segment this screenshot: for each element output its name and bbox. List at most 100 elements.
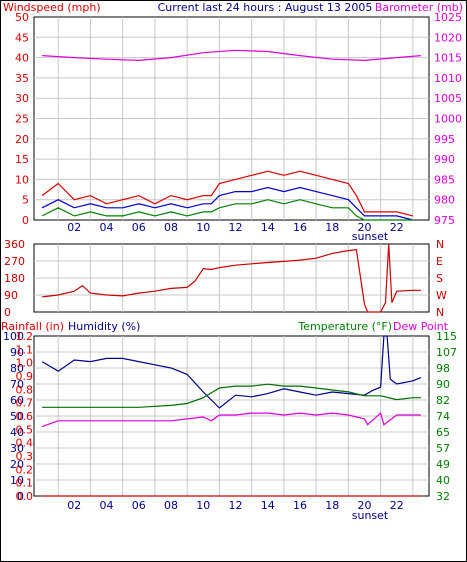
axis-tick-label: 1010 [434, 72, 462, 85]
axis-tick-label: 0.4 [16, 437, 34, 450]
x-tick-label: 16 [293, 499, 307, 512]
axis-tick-label: 15 [15, 153, 29, 166]
axis-tick-label: 10 [15, 173, 29, 186]
axis-tick-label: 65 [436, 426, 450, 439]
axis-tick-label: W [436, 289, 447, 302]
axis-tick-label: 45 [15, 31, 29, 44]
barometer-tick-labels: 975 980 985 990 995 1000 1005 1010 1015 1020 1025 [434, 11, 462, 227]
x-tick-label: 20 [358, 221, 372, 234]
axis-tick-label: 80 [10, 362, 24, 375]
axis-tick-label: 1020 [434, 31, 462, 44]
chart-title: Current last 24 hours : August 13 2005 [158, 1, 373, 14]
axis-tick-label: 32 [436, 490, 450, 503]
x-tick-label: 08 [164, 499, 178, 512]
axis-tick-label: 35 [15, 72, 29, 85]
axis-tick-label: 50 [10, 410, 24, 423]
axis-tick-label: 985 [434, 173, 455, 186]
direction-series [42, 243, 421, 313]
axis-tick-label: 1015 [434, 52, 462, 65]
x-tick-label: 12 [229, 499, 243, 512]
x-tick-label: 18 [325, 499, 339, 512]
weather-sunset-label: sunset [352, 509, 389, 522]
wind-gust-series [41, 170, 414, 217]
axis-tick-label: 0.6 [16, 410, 34, 423]
x-tick-label: 04 [100, 499, 114, 512]
axis-tick-label: S [436, 272, 443, 285]
axis-tick-label: 40 [436, 474, 450, 487]
direction-degree-labels: 0 90 180 270 360 [4, 238, 25, 319]
axis-tick-label: 98 [436, 362, 450, 375]
axis-tick-label: 0.7 [16, 397, 34, 410]
temperature-series [42, 383, 421, 408]
axis-tick-label: 1.0 [16, 357, 34, 370]
rainfall-tick-labels: 0.00.10.20.30.40.50.60.70.80.91.01.11.2 [16, 330, 34, 503]
x-tick-label: 18 [325, 221, 339, 234]
x-tick-label: 16 [293, 221, 307, 234]
axis-tick-label: 5 [22, 194, 29, 207]
axis-tick-label: 990 [434, 153, 455, 166]
rainfall-axis-title: Rainfall (in) [1, 320, 64, 333]
axis-tick-label: 0.1 [16, 477, 34, 490]
wind-average-series [41, 186, 414, 221]
axis-tick-label: E [436, 255, 443, 268]
axis-tick-label: 180 [4, 272, 25, 285]
axis-tick-label: 0.8 [16, 383, 34, 396]
axis-tick-label: N [436, 306, 444, 319]
axis-tick-label: 49 [436, 458, 450, 471]
axis-tick-label: 90 [4, 289, 18, 302]
x-tick-label: 10 [196, 221, 210, 234]
axis-tick-label: 1.2 [16, 330, 34, 343]
x-tick-label: 14 [261, 499, 275, 512]
axis-tick-label: 60 [10, 394, 24, 407]
wind-grid [34, 17, 429, 220]
x-tick-label: 02 [67, 221, 81, 234]
axis-tick-label: 0.3 [16, 450, 34, 463]
axis-tick-label: N [436, 238, 444, 251]
x-tick-label: 20 [358, 499, 372, 512]
axis-tick-label: 50 [15, 11, 29, 24]
barometer-axis-title: Barometer (mb) [375, 1, 463, 14]
axis-tick-label: 82 [436, 394, 450, 407]
weather-grid [34, 336, 429, 496]
dewpoint-series [41, 412, 421, 428]
windspeed-axis-title: Windspeed (mph) [3, 1, 101, 14]
wind-direction-series [42, 243, 421, 313]
axis-tick-label: 0.5 [16, 423, 34, 436]
axis-tick-label: 20 [15, 133, 29, 146]
axis-tick-label: 90 [10, 346, 24, 359]
axis-tick-label: 115 [436, 330, 457, 343]
axis-tick-label: 30 [10, 442, 24, 455]
x-tick-label: 10 [196, 499, 210, 512]
humidity-tick-labels: 0 10 20 30 40 50 60 70 80 90 100 [3, 330, 24, 503]
x-tick-label: 22 [390, 221, 404, 234]
axis-tick-label: 40 [10, 426, 24, 439]
axis-tick-label: 0.0 [16, 490, 34, 503]
axis-tick-label: 40 [15, 52, 29, 65]
dewpoint-axis-title: Dew Point [393, 320, 449, 333]
axis-tick-label: 90 [436, 378, 450, 391]
axis-tick-label: 360 [4, 238, 25, 251]
axis-tick-label: 270 [4, 255, 25, 268]
axis-tick-label: 0.9 [16, 370, 34, 383]
x-tick-label: 06 [132, 499, 146, 512]
axis-tick-label: 20 [10, 458, 24, 471]
x-tick-label: 12 [229, 221, 243, 234]
temperature-axis-title: Temperature (°F) [297, 320, 392, 333]
axis-tick-label: 0.2 [16, 463, 34, 476]
wind-barometer-panel: Windspeed (mph) Current last 24 hours : … [3, 1, 463, 243]
axis-tick-label: 100 [3, 330, 24, 343]
barometer-series [42, 49, 421, 62]
x-tick-label: 04 [100, 221, 114, 234]
temperature-tick-labels: 32 40 49 57 65 74 82 90 98 107 115 [436, 330, 457, 503]
axis-tick-label: 70 [10, 378, 24, 391]
windspeed-tick-labels: 0 5 10 15 20 25 30 35 40 45 50 [15, 11, 29, 227]
axis-tick-label: 995 [434, 133, 455, 146]
axis-tick-label: 975 [434, 214, 455, 227]
wind-x-tick-labels: 02 04 06 08 10 12 14 16 18 20 22 [67, 221, 403, 234]
wind-low-series [41, 199, 413, 221]
axis-tick-label: 980 [434, 194, 455, 207]
x-tick-label: 08 [164, 221, 178, 234]
axis-tick-label: 0 [17, 490, 24, 503]
